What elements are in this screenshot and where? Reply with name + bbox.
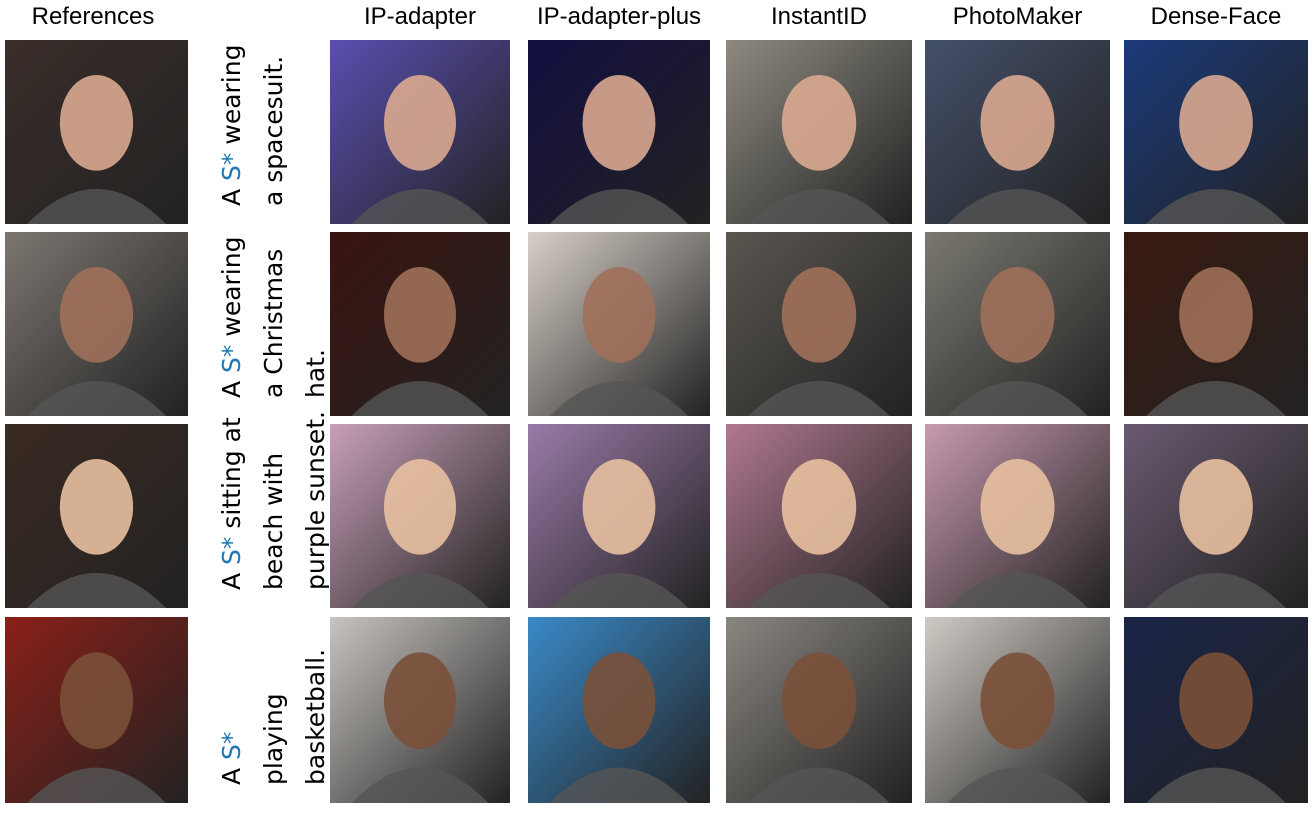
face (980, 652, 1055, 750)
subject-token: S* (217, 537, 246, 573)
face (59, 458, 134, 555)
prompt-text: A (217, 381, 246, 398)
prompt-line: basketball. (301, 649, 330, 785)
prompt-text: A (217, 189, 246, 206)
column-header: IP-adapter-plus (537, 3, 701, 30)
subject-token: S* (217, 345, 246, 381)
face (980, 266, 1055, 363)
prompt-text: a spacesuit. (259, 56, 288, 206)
face (384, 652, 456, 750)
face (1179, 652, 1253, 750)
shoulders (549, 189, 689, 224)
prompt-text: wearing (217, 237, 246, 345)
face (980, 74, 1055, 171)
shoulders (26, 767, 167, 803)
shoulders (26, 381, 167, 416)
shoulders (1146, 573, 1286, 608)
prompt-line: A S* sitting at (217, 417, 246, 590)
face (384, 458, 456, 555)
shoulders (947, 381, 1088, 416)
prompt-line: beach with (259, 453, 288, 590)
shoulders (748, 767, 890, 803)
prompt-text: basketball. (301, 649, 330, 785)
shoulders (549, 767, 689, 803)
shoulders (26, 573, 167, 608)
column-header: PhotoMaker (953, 3, 1082, 30)
shoulders (1146, 767, 1286, 803)
column-header: IP-adapter (364, 3, 476, 30)
face (59, 266, 134, 363)
prompt-line: A S* (217, 732, 246, 785)
prompt-text: playing (259, 693, 288, 785)
shoulders (351, 573, 489, 608)
shoulders (351, 189, 489, 224)
shoulders (1146, 381, 1286, 416)
shoulders (351, 767, 489, 803)
shoulders (947, 767, 1088, 803)
subject-token: S* (217, 153, 246, 189)
prompt-text: sitting at (217, 417, 246, 536)
shoulders (947, 189, 1088, 224)
face (781, 652, 857, 750)
face (781, 74, 857, 171)
subject-token: S* (217, 732, 246, 768)
shoulders (351, 381, 489, 416)
shoulders (549, 573, 689, 608)
face (582, 74, 656, 171)
face (384, 74, 456, 171)
shoulders (947, 573, 1088, 608)
prompt-text: hat. (301, 349, 330, 398)
face (1179, 74, 1253, 171)
face (980, 458, 1055, 555)
shoulders (748, 381, 890, 416)
shoulders (748, 189, 890, 224)
face (582, 652, 656, 750)
face (384, 266, 456, 363)
shoulders (1146, 189, 1286, 224)
prompt-line: hat. (301, 349, 330, 398)
prompt-text: A (217, 573, 246, 590)
prompt-text: purple sunset. (301, 411, 330, 590)
face (582, 266, 656, 363)
prompt-line: a spacesuit. (259, 56, 288, 206)
prompt-line: purple sunset. (301, 411, 330, 590)
face (781, 266, 857, 363)
shoulders (748, 573, 890, 608)
face (59, 652, 134, 750)
face (1179, 458, 1253, 555)
face (59, 74, 134, 171)
column-header: InstantID (771, 3, 867, 30)
prompt-text: beach with (259, 453, 288, 590)
shoulders (549, 381, 689, 416)
face (1179, 266, 1253, 363)
prompt-line: playing (259, 693, 288, 785)
shoulders (26, 189, 167, 224)
column-header: Dense-Face (1151, 3, 1282, 30)
references-header: References (32, 3, 155, 30)
prompt-line: a Christmas (259, 249, 288, 398)
prompt-text: a Christmas (259, 249, 288, 398)
prompt-text: wearing (217, 45, 246, 153)
prompt-line: A S* wearing (217, 45, 246, 206)
face (781, 458, 857, 555)
prompt-text: A (217, 768, 246, 785)
face (582, 458, 656, 555)
prompt-line: A S* wearing (217, 237, 246, 398)
